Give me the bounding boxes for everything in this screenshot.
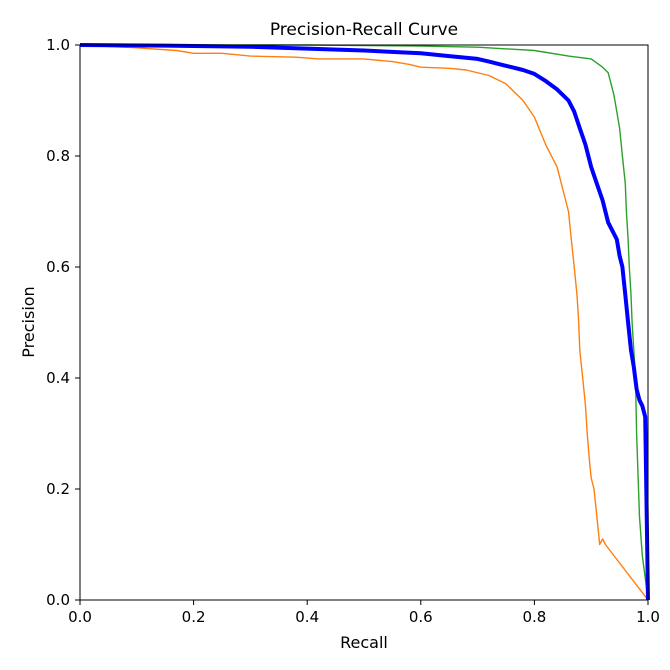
y-axis-ticks: 0.0 0.2 0.4 0.6 0.8 1.0: [46, 36, 80, 609]
x-axis-label: Recall: [340, 633, 388, 652]
x-tick-label: 0.0: [68, 608, 92, 626]
y-tick-label: 0.2: [46, 480, 70, 498]
x-tick-label: 0.8: [522, 608, 546, 626]
series-group: [79, 43, 650, 601]
axes-frame: [79, 44, 649, 601]
y-tick-label: 0.0: [46, 591, 70, 609]
y-tick-label: 0.4: [46, 369, 70, 387]
x-tick-label: 1.0: [636, 608, 660, 626]
chart-title: Precision-Recall Curve: [270, 20, 458, 40]
series-line-2: [80, 44, 649, 601]
x-tick-label: 0.4: [295, 608, 319, 626]
y-axis-label: Precision: [19, 286, 38, 357]
x-axis-ticks: 0.0 0.2 0.4 0.6 0.8 1.0: [68, 600, 660, 626]
series-line-3: [79, 43, 650, 601]
x-tick-label: 0.6: [409, 608, 433, 626]
y-tick-label: 0.6: [46, 258, 70, 276]
x-tick-label: 0.2: [182, 608, 206, 626]
y-tick-label: 1.0: [46, 36, 70, 54]
series-line-1: [79, 44, 649, 601]
y-tick-label: 0.8: [46, 147, 70, 165]
